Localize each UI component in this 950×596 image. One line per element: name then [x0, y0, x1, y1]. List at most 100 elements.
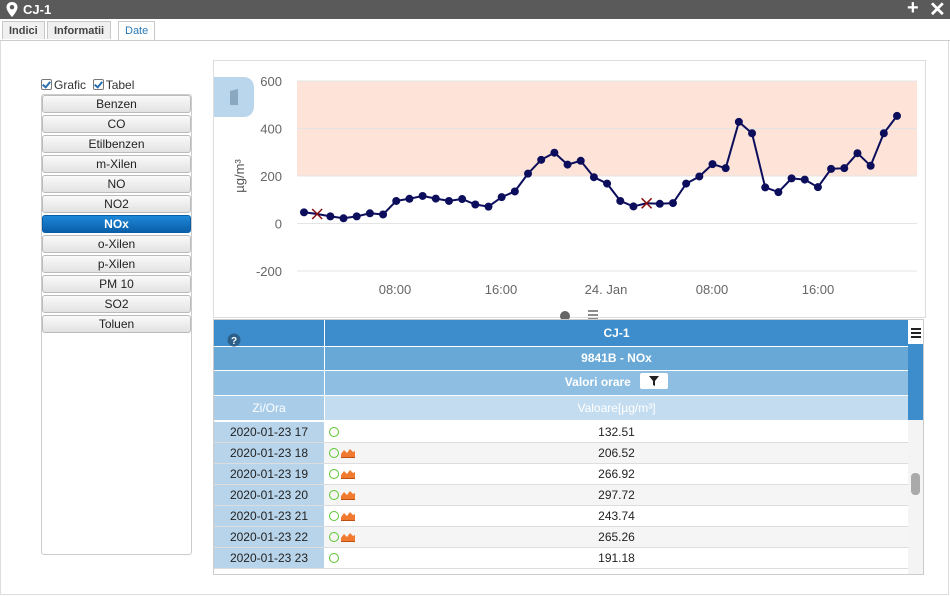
- pollutant-button-p-xilen[interactable]: p-Xilen: [42, 255, 191, 273]
- data-point[interactable]: [813, 183, 822, 192]
- data-point[interactable]: [418, 191, 427, 200]
- data-point[interactable]: [339, 214, 348, 223]
- data-point[interactable]: [748, 129, 757, 138]
- data-point[interactable]: [589, 173, 598, 182]
- collapse-icon[interactable]: [560, 311, 570, 319]
- data-point[interactable]: [484, 202, 493, 211]
- exceedance-chart-icon[interactable]: [341, 448, 355, 458]
- data-point[interactable]: [352, 212, 361, 221]
- data-point[interactable]: [761, 183, 770, 192]
- chart-container: 600 400 200 0 -200 µg/m³ 08:00 16:00 24. Jan 08:0…: [213, 60, 926, 319]
- data-point[interactable]: [497, 193, 506, 202]
- data-point[interactable]: [431, 194, 440, 203]
- help-icon[interactable]: ?: [227, 333, 241, 347]
- status-ok-icon: [329, 427, 339, 437]
- exceedance-chart-icon[interactable]: [341, 532, 355, 542]
- pollutant-button-no[interactable]: NO: [42, 175, 191, 193]
- row-value: 243.74: [598, 509, 635, 523]
- status-ok-icon: [329, 553, 339, 563]
- filter-icon: [649, 376, 660, 386]
- data-point[interactable]: [800, 175, 809, 184]
- window-title: CJ-1: [23, 2, 52, 17]
- column-header-value[interactable]: Valoare[µg/m³]: [325, 396, 908, 420]
- invalid-point-marker[interactable]: [641, 197, 653, 209]
- content-frame: [0, 41, 949, 595]
- pollutant-button-nox[interactable]: NOx: [42, 215, 191, 233]
- pollutant-button-no2[interactable]: NO2: [42, 195, 191, 213]
- data-point[interactable]: [524, 169, 533, 178]
- data-point[interactable]: [629, 202, 638, 211]
- data-point[interactable]: [893, 111, 901, 120]
- data-point[interactable]: [708, 160, 717, 169]
- data-point[interactable]: [682, 179, 691, 188]
- data-point[interactable]: [721, 164, 730, 173]
- data-point[interactable]: [734, 117, 743, 126]
- x-tick-label: 24. Jan: [585, 282, 628, 297]
- scroll-header-spacer: [908, 344, 923, 420]
- data-point[interactable]: [879, 129, 888, 138]
- tab-informatii[interactable]: Informatii: [47, 21, 112, 39]
- pollutant-button-m-xilen[interactable]: m-Xilen: [42, 155, 191, 173]
- exceedance-chart-icon[interactable]: [341, 469, 355, 479]
- row-date: 2020-01-23 23: [214, 548, 324, 568]
- pollutant-button-etilbenzen[interactable]: Etilbenzen: [42, 135, 191, 153]
- table-row: 2020-01-23 17 132.51: [214, 422, 908, 443]
- filter-button[interactable]: [640, 373, 669, 389]
- map-pin-icon: [6, 2, 18, 17]
- data-point[interactable]: [603, 179, 612, 188]
- invalid-point-marker[interactable]: [311, 208, 323, 220]
- pollutant-button-co[interactable]: CO: [42, 115, 191, 133]
- data-point[interactable]: [471, 200, 480, 209]
- data-point[interactable]: [840, 164, 849, 173]
- data-point[interactable]: [853, 149, 862, 158]
- pollutant-button-pm-10[interactable]: PM 10: [42, 275, 191, 293]
- data-point[interactable]: [510, 187, 519, 196]
- resize-handle-icon[interactable]: [588, 310, 598, 319]
- data-point[interactable]: [866, 161, 875, 170]
- grafic-checkbox[interactable]: Grafic: [41, 78, 86, 92]
- data-point[interactable]: [537, 155, 546, 164]
- pollutant-button-toluen[interactable]: Toluen: [42, 315, 191, 333]
- row-date: 2020-01-23 20: [214, 485, 324, 505]
- data-point[interactable]: [787, 174, 796, 183]
- exceedance-chart-icon[interactable]: [341, 511, 355, 521]
- data-point[interactable]: [405, 194, 414, 203]
- data-point[interactable]: [326, 212, 335, 221]
- data-point[interactable]: [444, 196, 453, 205]
- tabel-checkbox[interactable]: Tabel: [92, 78, 134, 92]
- vertical-scrollbar[interactable]: [908, 420, 923, 574]
- pollutant-button-benzen[interactable]: Benzen: [42, 95, 191, 113]
- series-line: [303, 115, 898, 220]
- tab-date[interactable]: Date: [118, 21, 156, 40]
- x-tick-label: 16:00: [802, 282, 835, 297]
- row-value: 266.92: [598, 467, 635, 481]
- status-ok-icon: [329, 448, 339, 458]
- pollutant-button-so2[interactable]: SO2: [42, 295, 191, 313]
- data-point[interactable]: [365, 209, 374, 218]
- data-point[interactable]: [379, 210, 388, 219]
- data-point[interactable]: [563, 160, 572, 169]
- y-tick-label: 600: [260, 74, 282, 89]
- column-header-date[interactable]: Zi/Ora: [214, 396, 324, 420]
- data-point[interactable]: [300, 208, 308, 217]
- exceedance-chart-icon[interactable]: [341, 490, 355, 500]
- data-point[interactable]: [458, 195, 467, 204]
- x-tick-label: 08:00: [379, 282, 412, 297]
- data-point[interactable]: [550, 148, 559, 157]
- data-point[interactable]: [392, 196, 401, 205]
- close-icon[interactable]: ✕: [929, 0, 946, 21]
- hamburger-icon: [911, 328, 921, 338]
- tab-indici[interactable]: Indici: [2, 21, 45, 39]
- pollutant-button-o-xilen[interactable]: o-Xilen: [42, 235, 191, 253]
- table-row: 2020-01-23 20 297.72: [214, 485, 908, 506]
- data-point[interactable]: [695, 172, 704, 181]
- data-point[interactable]: [774, 188, 783, 197]
- scrollbar-thumb[interactable]: [911, 473, 920, 495]
- data-point[interactable]: [576, 156, 585, 165]
- data-point[interactable]: [655, 199, 664, 208]
- data-point[interactable]: [827, 164, 836, 173]
- table-menu-button[interactable]: [908, 321, 923, 343]
- data-point[interactable]: [616, 196, 625, 205]
- data-point[interactable]: [668, 199, 677, 208]
- plus-icon[interactable]: +: [907, 0, 919, 19]
